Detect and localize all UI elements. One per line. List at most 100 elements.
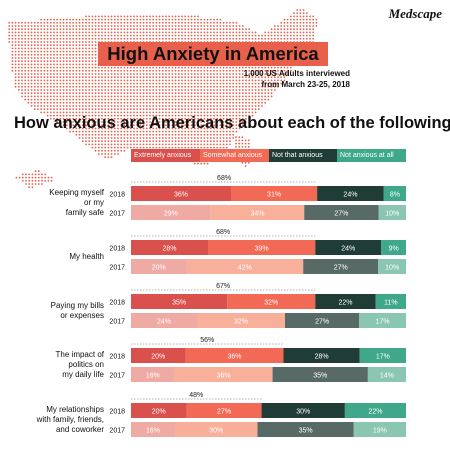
total-anxious-label: 48% bbox=[189, 392, 203, 399]
bar-value-label: 27% bbox=[217, 409, 231, 416]
bar-value-label: 27% bbox=[334, 265, 348, 272]
question-label-line: or expenses bbox=[60, 311, 104, 320]
bar-segment bbox=[174, 367, 273, 382]
bar-segment bbox=[315, 240, 382, 255]
legend-extremely-anxious: Extremely anxious bbox=[131, 149, 200, 162]
bar-value-label: 39% bbox=[255, 246, 269, 253]
bar-segment bbox=[185, 348, 284, 363]
bar-segment bbox=[315, 294, 376, 309]
question-label: My health bbox=[0, 252, 104, 262]
question-label-line: and coworker bbox=[55, 425, 104, 434]
bar-value-label: 34% bbox=[250, 211, 264, 218]
year-label: 2018 bbox=[109, 300, 125, 307]
bar-segment bbox=[131, 186, 231, 201]
bar-segment bbox=[131, 205, 211, 220]
bar-segment bbox=[186, 403, 262, 418]
bar-value-label: 30% bbox=[296, 409, 310, 416]
bar-segment bbox=[272, 367, 368, 382]
bar-value-label: 9% bbox=[389, 246, 399, 253]
legend-somewhat-anxious: Somewhat anxious bbox=[200, 149, 269, 162]
bar-value-label: 27% bbox=[334, 211, 348, 218]
bar-value-label: 17% bbox=[376, 319, 390, 326]
bar-segment bbox=[131, 294, 228, 309]
bar-value-label: 16% bbox=[146, 428, 160, 435]
bar-value-label: 11% bbox=[384, 300, 398, 307]
bar-segment bbox=[131, 403, 187, 418]
bar-segment bbox=[208, 240, 316, 255]
bar-value-label: 32% bbox=[234, 319, 248, 326]
bar-value-label: 36% bbox=[174, 192, 188, 199]
bar-segment bbox=[210, 205, 305, 220]
bar-value-label: 19% bbox=[373, 428, 387, 435]
bar-segment bbox=[131, 313, 197, 328]
year-label: 2017 bbox=[109, 373, 125, 380]
bar-segment bbox=[367, 367, 406, 382]
bar-segment bbox=[285, 313, 360, 328]
bar-segment bbox=[378, 205, 406, 220]
bar-segment bbox=[304, 205, 379, 220]
bar-segment bbox=[231, 186, 318, 201]
bar-value-label: 31% bbox=[267, 192, 281, 199]
question-label-line: The impact of bbox=[55, 350, 104, 359]
bar-value-label: 28% bbox=[162, 246, 176, 253]
year-label: 2018 bbox=[109, 409, 125, 416]
question-label-line: Keeping myself bbox=[49, 188, 104, 197]
bar-segment bbox=[175, 422, 258, 437]
bar-segment bbox=[131, 367, 175, 382]
bar-segment bbox=[131, 348, 186, 363]
question-label: Paying my bills or expenses bbox=[0, 301, 104, 321]
bar-value-label: 24% bbox=[157, 319, 171, 326]
bar-value-label: 28% bbox=[315, 354, 329, 361]
subtitle: 1,000 US Adults interviewed from March 2… bbox=[244, 68, 350, 90]
question-label-line: My relationships bbox=[46, 405, 104, 414]
page-title: High Anxiety in America bbox=[98, 42, 328, 66]
bar-segment bbox=[344, 403, 406, 418]
bar-value-label: 32% bbox=[264, 300, 278, 307]
bar-value-label: 10% bbox=[385, 211, 399, 218]
legend-not-that-anxious: Not that anxious bbox=[269, 149, 337, 162]
bar-segment bbox=[197, 313, 285, 328]
chart-question: How anxious are Americans about each of … bbox=[14, 114, 450, 132]
bar-value-label: 20% bbox=[152, 265, 166, 272]
bar-value-label: 35% bbox=[299, 428, 313, 435]
bar-segment bbox=[131, 240, 208, 255]
bar-value-label: 35% bbox=[313, 373, 327, 380]
year-label: 2017 bbox=[109, 319, 125, 326]
bar-segment bbox=[353, 422, 406, 437]
total-anxious-label: 68% bbox=[216, 229, 230, 236]
bar-segment bbox=[359, 348, 406, 363]
bar-segment bbox=[186, 259, 304, 274]
question-label-line: politics on bbox=[68, 360, 104, 369]
question-label: Keeping myself or my family safe bbox=[0, 188, 104, 218]
bar-value-label: 30% bbox=[209, 428, 223, 435]
question-label-line: family safe bbox=[65, 208, 104, 217]
year-label: 2017 bbox=[109, 428, 125, 435]
question-label-line: my daily life bbox=[62, 370, 104, 379]
year-label: 2018 bbox=[109, 354, 125, 361]
question-label: The impact of politics on my daily life bbox=[0, 350, 104, 380]
total-anxious-label: 68% bbox=[217, 175, 231, 182]
bar-value-label: 20% bbox=[152, 409, 166, 416]
question-label-line: Paying my bills bbox=[50, 301, 104, 310]
total-anxious-label: 67% bbox=[216, 283, 230, 290]
bar-segment bbox=[261, 403, 345, 418]
bar-value-label: 8% bbox=[390, 192, 400, 199]
year-label: 2018 bbox=[109, 192, 125, 199]
year-label: 2017 bbox=[109, 211, 125, 218]
subtitle-line-1: 1,000 US Adults interviewed bbox=[243, 69, 350, 78]
bar-value-label: 17% bbox=[376, 354, 390, 361]
bar-value-label: 16% bbox=[146, 373, 160, 380]
bar-segment bbox=[131, 422, 175, 437]
bar-segment bbox=[131, 259, 187, 274]
bar-segment bbox=[375, 294, 406, 309]
bar-segment bbox=[303, 259, 379, 274]
year-label: 2018 bbox=[109, 246, 125, 253]
bar-value-label: 35% bbox=[172, 300, 186, 307]
bar-segment bbox=[359, 313, 406, 328]
legend-not-anxious-at-all: Not anxious at all bbox=[337, 149, 406, 162]
total-anxious-label: 56% bbox=[200, 337, 214, 344]
bar-value-label: 42% bbox=[238, 265, 252, 272]
bar-segment bbox=[317, 186, 384, 201]
bar-value-label: 36% bbox=[217, 373, 231, 380]
year-label: 2017 bbox=[109, 265, 125, 272]
